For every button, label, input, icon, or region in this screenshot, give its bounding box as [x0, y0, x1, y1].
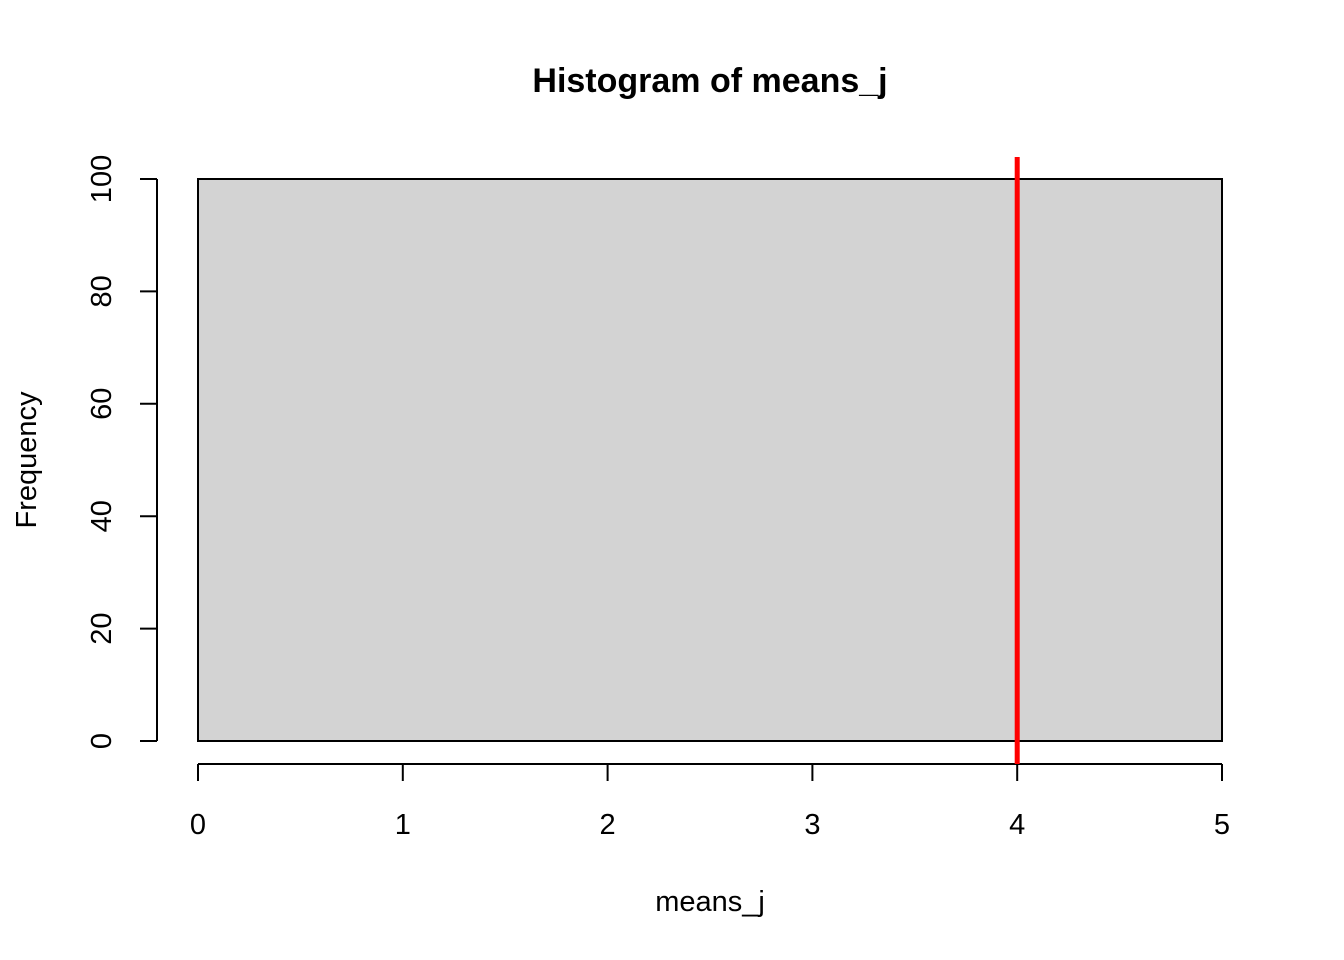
x-tick-label-0: 0: [190, 809, 206, 841]
x-tick-label-4: 4: [1009, 809, 1025, 841]
x-axis: 0 1 2 3 4 5: [190, 763, 1230, 841]
y-tick-label-0: 0: [86, 733, 118, 749]
bars-layer: [197, 178, 1223, 742]
x-tick-label-5: 5: [1214, 809, 1230, 841]
x-axis-label: means_j: [655, 886, 765, 918]
y-tick-label-4: 80: [86, 275, 118, 307]
histogram-bar-0: [197, 178, 1223, 742]
chart-title: Histogram of means_j: [532, 62, 887, 100]
y-axis-label: Frequency: [11, 391, 43, 529]
y-tick-label-2: 40: [86, 500, 118, 532]
y-tick-label-1: 20: [86, 612, 118, 644]
y-tick-label-3: 60: [86, 388, 118, 420]
y-axis: 0 20 40 60 80 100: [86, 155, 158, 749]
x-tick-label-2: 2: [600, 809, 616, 841]
x-tick-label-3: 3: [804, 809, 820, 841]
y-tick-label-5: 100: [86, 155, 118, 203]
x-tick-label-1: 1: [395, 809, 411, 841]
